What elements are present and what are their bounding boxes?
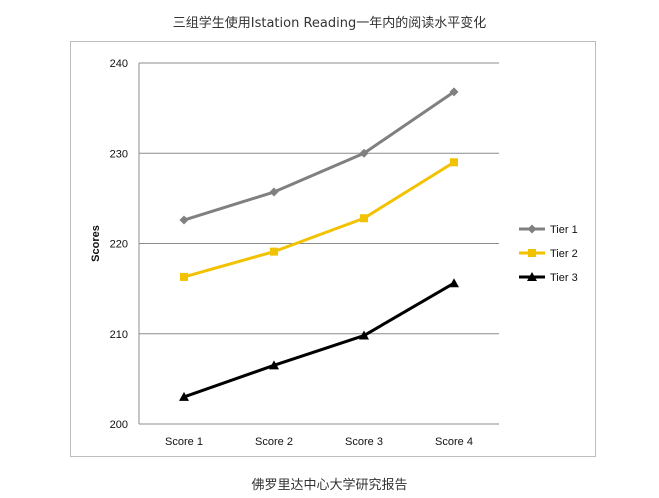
data-point [179,215,189,225]
y-tick-label: 220 [110,239,128,251]
data-point [269,187,279,197]
y-tick-labels: 200 210 220 230 240 [110,58,128,431]
data-point [179,391,189,401]
series-group [179,87,459,401]
legend-label: Tier 2 [550,248,578,260]
data-point [270,247,278,256]
series-line [183,161,455,279]
y-tick-label: 200 [110,419,128,431]
legend-label: Tier 3 [550,272,578,284]
y-tick-label: 230 [110,148,128,160]
source-caption: 佛罗里达中心大学研究报告 [251,478,408,493]
legend-item: Tier 1 [519,224,578,236]
x-tick-label: Score 2 [255,436,293,448]
data-point [450,158,458,167]
data-point [359,330,369,340]
data-point [360,214,368,223]
y-axis-label: Scores [90,225,102,262]
data-point [449,278,459,288]
legend-marker [527,272,537,281]
series-tier-1 [179,87,459,225]
data-point [180,272,188,281]
chart-frame [70,41,596,457]
legend-marker [528,249,536,257]
x-tick-labels: Score 1 Score 2 Score 3 Score 4 [165,436,473,448]
data-point [449,87,459,97]
series-tier-3 [179,278,459,401]
legend: Tier 1 Tier 2 Tier 3 [519,224,578,284]
series-line [183,281,455,399]
chart-title: 三组学生使用Istation Reading一年内的阅读水平变化 [172,16,487,31]
legend-item: Tier 3 [519,272,578,284]
x-tick-label: Score 3 [345,436,383,448]
y-tick-label: 240 [110,58,128,70]
legend-label: Tier 1 [550,224,578,236]
x-tick-label: Score 1 [165,436,203,448]
gridlines [138,62,499,425]
series-tier-2 [180,158,458,281]
data-point [359,148,369,158]
data-point [269,360,279,370]
x-tick-label: Score 4 [435,436,473,448]
legend-marker [527,224,537,234]
series-line [183,90,455,222]
legend-item: Tier 2 [519,248,578,260]
y-tick-label: 210 [110,329,128,341]
